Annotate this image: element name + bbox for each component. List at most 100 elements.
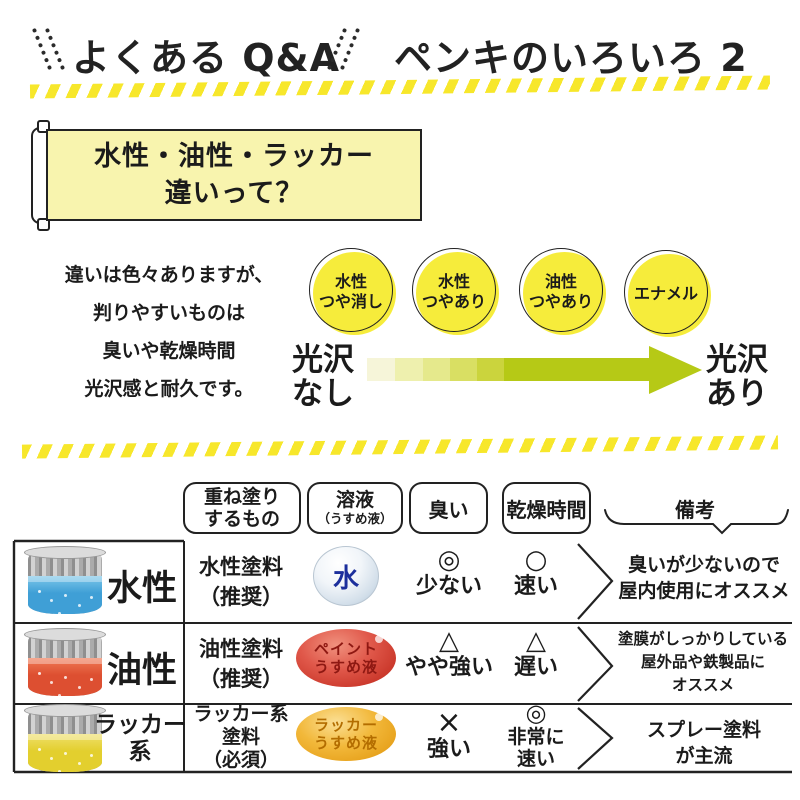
row-name-text: 系 [128,739,152,765]
rating-symbol: ◎ [525,699,547,727]
dry-rating-oil: △ 遅い [492,627,580,681]
overcoat-cell-lacquer: ラッカー系 塗料 （必須） [190,703,292,772]
lacquer-thinner-blob-icon: ラッカー うすめ液 [296,707,396,761]
smell-rating-water: ◎ 少ない [405,546,493,600]
circle-label: 油性 [544,271,577,291]
rating-symbol: △ [526,626,546,656]
smell-rating-lacquer: × 強い [405,705,493,763]
rating-word: 強い [426,737,471,762]
scale-text: 光沢 [706,342,768,378]
paint-can-oil-icon [24,628,106,698]
column-header-text: （うすめ液） [317,511,393,526]
scale-text: あり [706,376,768,412]
blob-label: うすめ液 [313,658,378,676]
water-drop-icon: 水 [313,546,379,606]
notes-text: スプレー塗料 [646,719,761,741]
notes-chevron-icon [577,707,614,770]
dry-rating-water: ○ 速い [492,546,580,600]
notes-text: 塗膜がしっかりしている [617,630,789,648]
row-name-oil: 油性 [106,651,177,691]
gloss-description: 違いは色々ありますが、 判りやすいものは 臭いや乾燥時間 光沢感と耐久です。 [38,256,300,408]
column-header-text: 重ね塗り [203,486,280,508]
slash-decoration-right [326,27,361,73]
notes-chevron-icon [577,543,614,620]
rating-word: 遅い [513,655,558,680]
circle-label: つやあり [421,291,486,311]
column-header-notes: 備考 [675,498,715,522]
smell-rating-oil: △ やや強い [405,627,493,681]
scale-text: 光沢 [292,342,354,378]
circle-label: 水性 [334,271,367,291]
overcoat-text: 水性塗料 [199,555,283,579]
paint-thinner-blob-icon: ペイント うすめ液 [296,629,396,687]
gloss-scale-right: 光沢 あり [702,343,772,411]
notes-lacquer: スプレー塗料 が主流 [616,717,792,769]
page-title: ペンキのいろいろ 2 [394,36,748,80]
overcoat-cell-water: 水性塗料 （推奨） [190,552,292,612]
circle-label: エナメル [633,283,698,303]
rating-word: 速い [516,748,555,770]
overcoat-cell-oil: 油性塗料 （推奨） [190,634,292,694]
rating-symbol: × [436,705,462,740]
description-line: 違いは色々ありますが、 [64,264,274,286]
blob-label: ペイント [313,640,378,658]
column-header-drytime: 乾燥時間 [502,482,591,534]
notes-text: 屋外品や鉄製品に [640,653,765,671]
banner-line1: 水性・油性・ラッカー [94,141,374,172]
banner-line2: 違いって？ [164,178,304,209]
column-header-overcoat: 重ね塗り するもの [183,482,301,534]
column-header-text: 臭い [428,497,469,522]
rating-word: やや強い [405,655,494,680]
row-name-text: ラッカー [94,712,186,738]
overcoat-text: 油性塗料 [199,637,283,661]
overcoat-text: 塗料 [221,726,260,748]
paint-can-water-icon [24,546,106,616]
scale-text: なし [292,376,354,412]
description-line: 判りやすいものは [92,302,245,324]
overcoat-text: ラッカー系 [193,703,289,725]
gloss-circle-enamel: エナメル [624,250,711,337]
stripe-divider-middle [21,435,779,459]
overcoat-text: （推奨） [199,585,283,609]
blob-label: うすめ液 [313,734,378,752]
rating-word: 少ない [415,574,482,599]
notes-text: が主流 [675,745,733,767]
gloss-circle-water-glossy: 水性 つやあり [412,248,499,335]
column-header-text: するもの [203,508,280,530]
slash-decoration-left [31,27,66,73]
circle-label: 水性 [437,271,470,291]
water-drop-label: 水 [332,563,359,594]
row-name-lacquer: ラッカー 系 [94,712,186,766]
rating-symbol: △ [439,626,459,656]
gloss-circle-water-matte: 水性 つや消し [309,248,396,335]
overcoat-text: （推奨） [199,667,283,691]
gloss-arrow-body-icon [367,358,650,381]
blob-label: ラッカー [313,716,378,734]
header-qa-label: よくある Q&A [72,36,341,80]
gloss-arrow-head-icon [649,346,702,394]
notes-water: 臭いが少ないので 屋内使用にオススメ [616,552,792,604]
circle-label: つやあり [528,291,593,311]
notes-text: 臭いが少ないので [627,554,780,576]
rating-word: 速い [513,574,558,599]
overcoat-text: （必須） [202,749,279,771]
circle-label: つや消し [318,291,383,311]
column-header-text: 乾燥時間 [506,497,587,522]
question-banner: 水性・油性・ラッカー 違いって？ [46,129,422,221]
dry-rating-lacquer: ◎ 非常に 速い [492,699,580,771]
rating-word: 非常に [507,726,565,748]
gloss-circle-oil-glossy: 油性 つやあり [519,248,606,335]
rating-symbol: ◎ [437,545,461,575]
description-line: 光沢感と耐久です。 [84,378,254,400]
notes-text: 屋内使用にオススメ [618,580,790,602]
paint-can-lacquer-icon [24,704,106,774]
column-header-smell: 臭い [409,482,488,534]
row-name-water: 水性 [106,569,177,609]
column-header-text: 溶液 [335,489,374,511]
rating-symbol: ○ [524,545,548,575]
notes-text: オススメ [671,676,734,694]
notes-oil: 塗膜がしっかりしている 屋外品や鉄製品に オススメ [611,628,795,697]
description-line: 臭いや乾燥時間 [102,340,236,362]
notes-chevron-icon [577,626,614,702]
